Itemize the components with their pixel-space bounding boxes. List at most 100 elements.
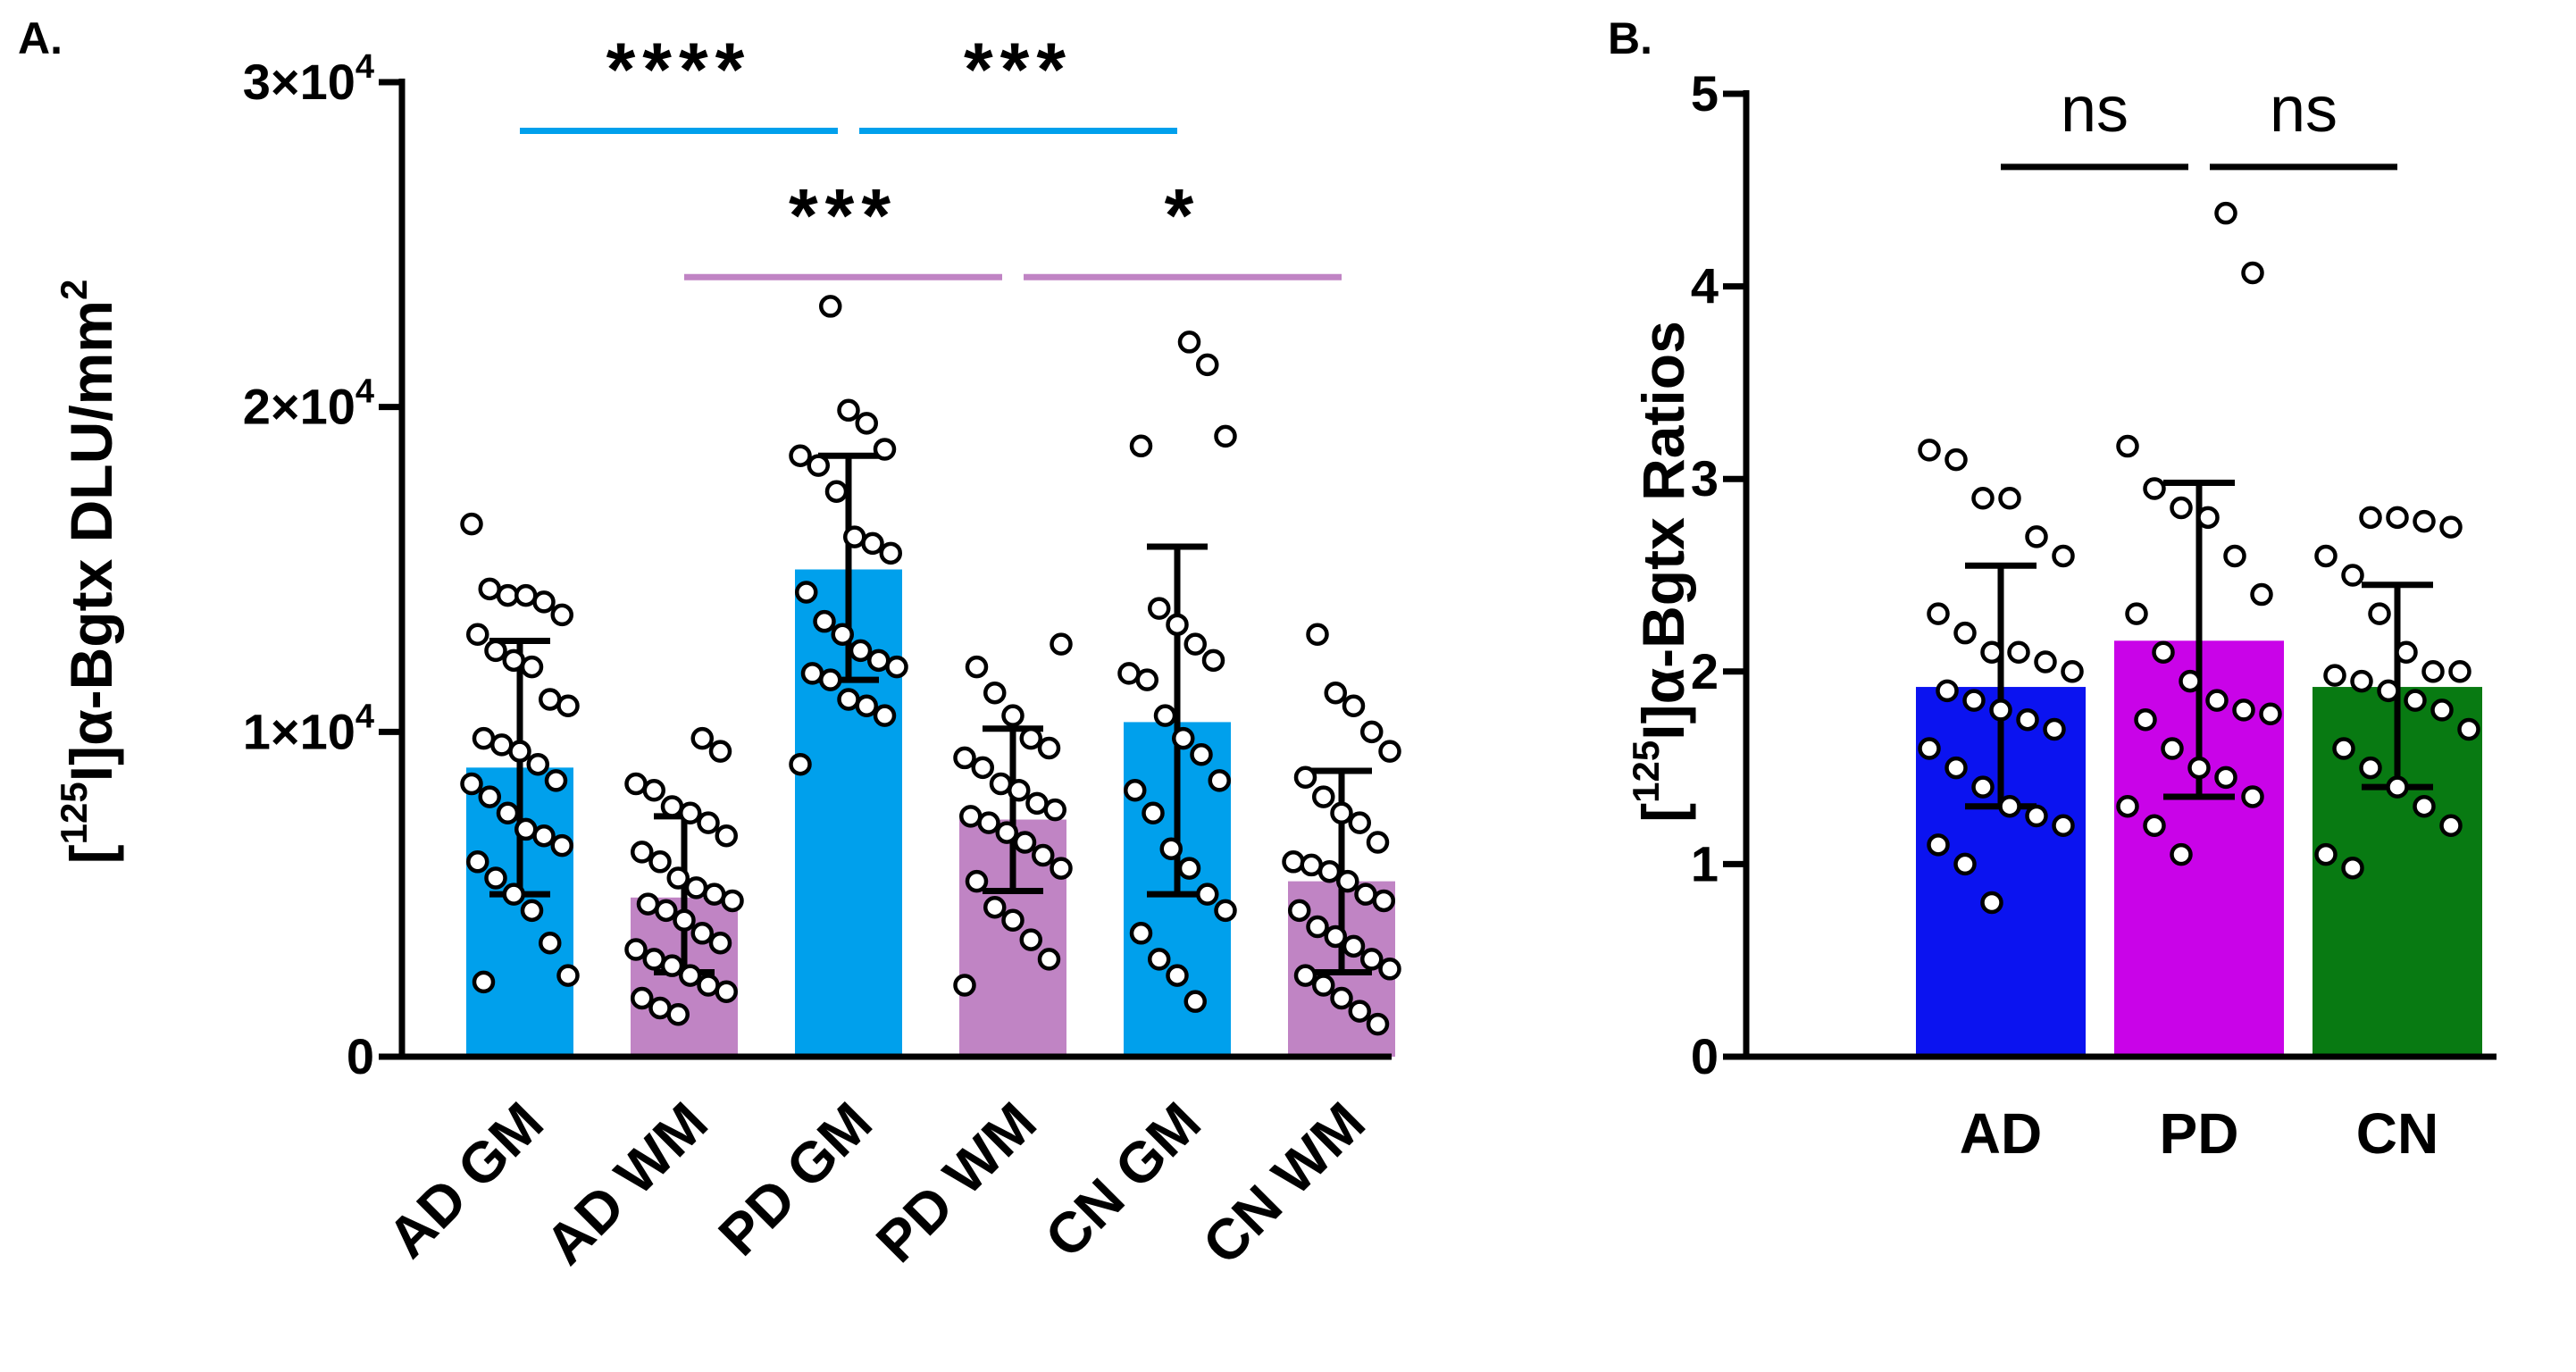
data-point (1945, 756, 1968, 780)
data-point (660, 795, 684, 818)
data-point (1050, 632, 1073, 656)
category-label: CN WM (1191, 1090, 1377, 1276)
data-point (697, 974, 720, 997)
data-point (690, 726, 714, 750)
panel-a-y-axis-title: [125I]α-Bgtx DLU/mm2 (53, 280, 124, 865)
data-point (2116, 434, 2139, 458)
points-cn-wm (1282, 623, 1401, 1036)
data-point (679, 801, 702, 824)
data-point (855, 412, 878, 435)
data-point (813, 609, 836, 633)
panel-b-y-axis-title: [125I]α-Bgtx Ratios (1625, 321, 1696, 823)
data-point (655, 899, 678, 923)
significance-bracket: ns (2210, 74, 2397, 171)
data-point (556, 964, 580, 987)
data-point (532, 824, 556, 848)
data-point (885, 655, 908, 679)
category-label: AD (1960, 1101, 2042, 1166)
data-point (1971, 487, 1995, 510)
data-point (2413, 509, 2436, 533)
data-point (1945, 448, 1968, 472)
data-point (1918, 737, 1941, 760)
data-point (843, 525, 866, 548)
data-point (1037, 736, 1061, 760)
points-ad (1918, 439, 2084, 915)
significance-label: **** (606, 28, 752, 112)
data-point (550, 833, 573, 858)
data-point (2152, 640, 2175, 664)
points-pd-gm (789, 295, 908, 776)
y-tick-label: 3×104 (243, 48, 374, 110)
data-point (2323, 664, 2346, 687)
data-point (2016, 707, 2039, 732)
panel-b-points (1918, 201, 2480, 915)
data-point (496, 801, 520, 824)
data-point (1317, 859, 1342, 883)
data-point (539, 931, 562, 955)
category-label: CN GM (1033, 1090, 1213, 1270)
data-point (1953, 621, 1977, 645)
data-point (2386, 775, 2409, 799)
data-point (867, 648, 891, 673)
data-point (983, 895, 1007, 919)
data-point (2125, 602, 2148, 625)
data-point (1300, 853, 1323, 877)
data-point (1214, 424, 1237, 448)
data-point (1342, 934, 1366, 958)
data-point (1953, 852, 1977, 876)
data-point (1936, 679, 1959, 703)
data-point (2143, 814, 2166, 838)
data-point (1153, 704, 1177, 727)
data-point (1183, 990, 1207, 1013)
significance-bracket: *** (859, 28, 1177, 135)
data-point (789, 444, 812, 467)
category-label: CN (2356, 1101, 2438, 1166)
points-ad-wm (624, 726, 744, 1026)
data-point (1129, 922, 1153, 945)
data-point (631, 841, 654, 864)
data-point (715, 824, 738, 848)
panel-a-points (460, 295, 1401, 1036)
data-point (2196, 506, 2220, 530)
data-point (556, 694, 580, 717)
points-ad-gm (460, 512, 580, 994)
data-point (466, 850, 489, 874)
y-tick-label: 5 (1691, 65, 1719, 121)
data-point (1177, 857, 1201, 880)
data-point (1998, 487, 2021, 510)
data-point (2332, 737, 2355, 760)
data-point (1980, 640, 2003, 664)
data-point (2052, 814, 2075, 838)
data-point (800, 662, 824, 685)
data-point (679, 964, 702, 987)
data-point (2223, 544, 2246, 568)
data-point (624, 772, 648, 796)
data-point (1927, 602, 1950, 625)
data-point (2341, 856, 2364, 880)
data-point (2404, 689, 2427, 712)
y-tick-label: 0 (1691, 1028, 1719, 1084)
data-point (642, 948, 665, 971)
data-point (2025, 804, 2048, 828)
data-point (807, 454, 830, 477)
data-point (2359, 506, 2382, 530)
data-point (1324, 924, 1347, 949)
data-point (2161, 737, 2184, 760)
data-point (1348, 811, 1371, 834)
data-point (2214, 201, 2237, 225)
data-point (1129, 434, 1153, 458)
data-point (466, 623, 489, 646)
significance-bracket: * (1024, 173, 1342, 280)
data-point (819, 295, 842, 318)
points-pd (2116, 201, 2282, 866)
data-point (953, 746, 976, 770)
data-point (849, 639, 873, 663)
data-point (520, 899, 544, 923)
data-point (965, 869, 989, 893)
data-point (1306, 915, 1329, 939)
data-point (2448, 660, 2471, 683)
data-point (2250, 582, 2273, 607)
data-point (2341, 564, 2364, 587)
data-point (526, 752, 549, 776)
data-point (1019, 726, 1042, 750)
